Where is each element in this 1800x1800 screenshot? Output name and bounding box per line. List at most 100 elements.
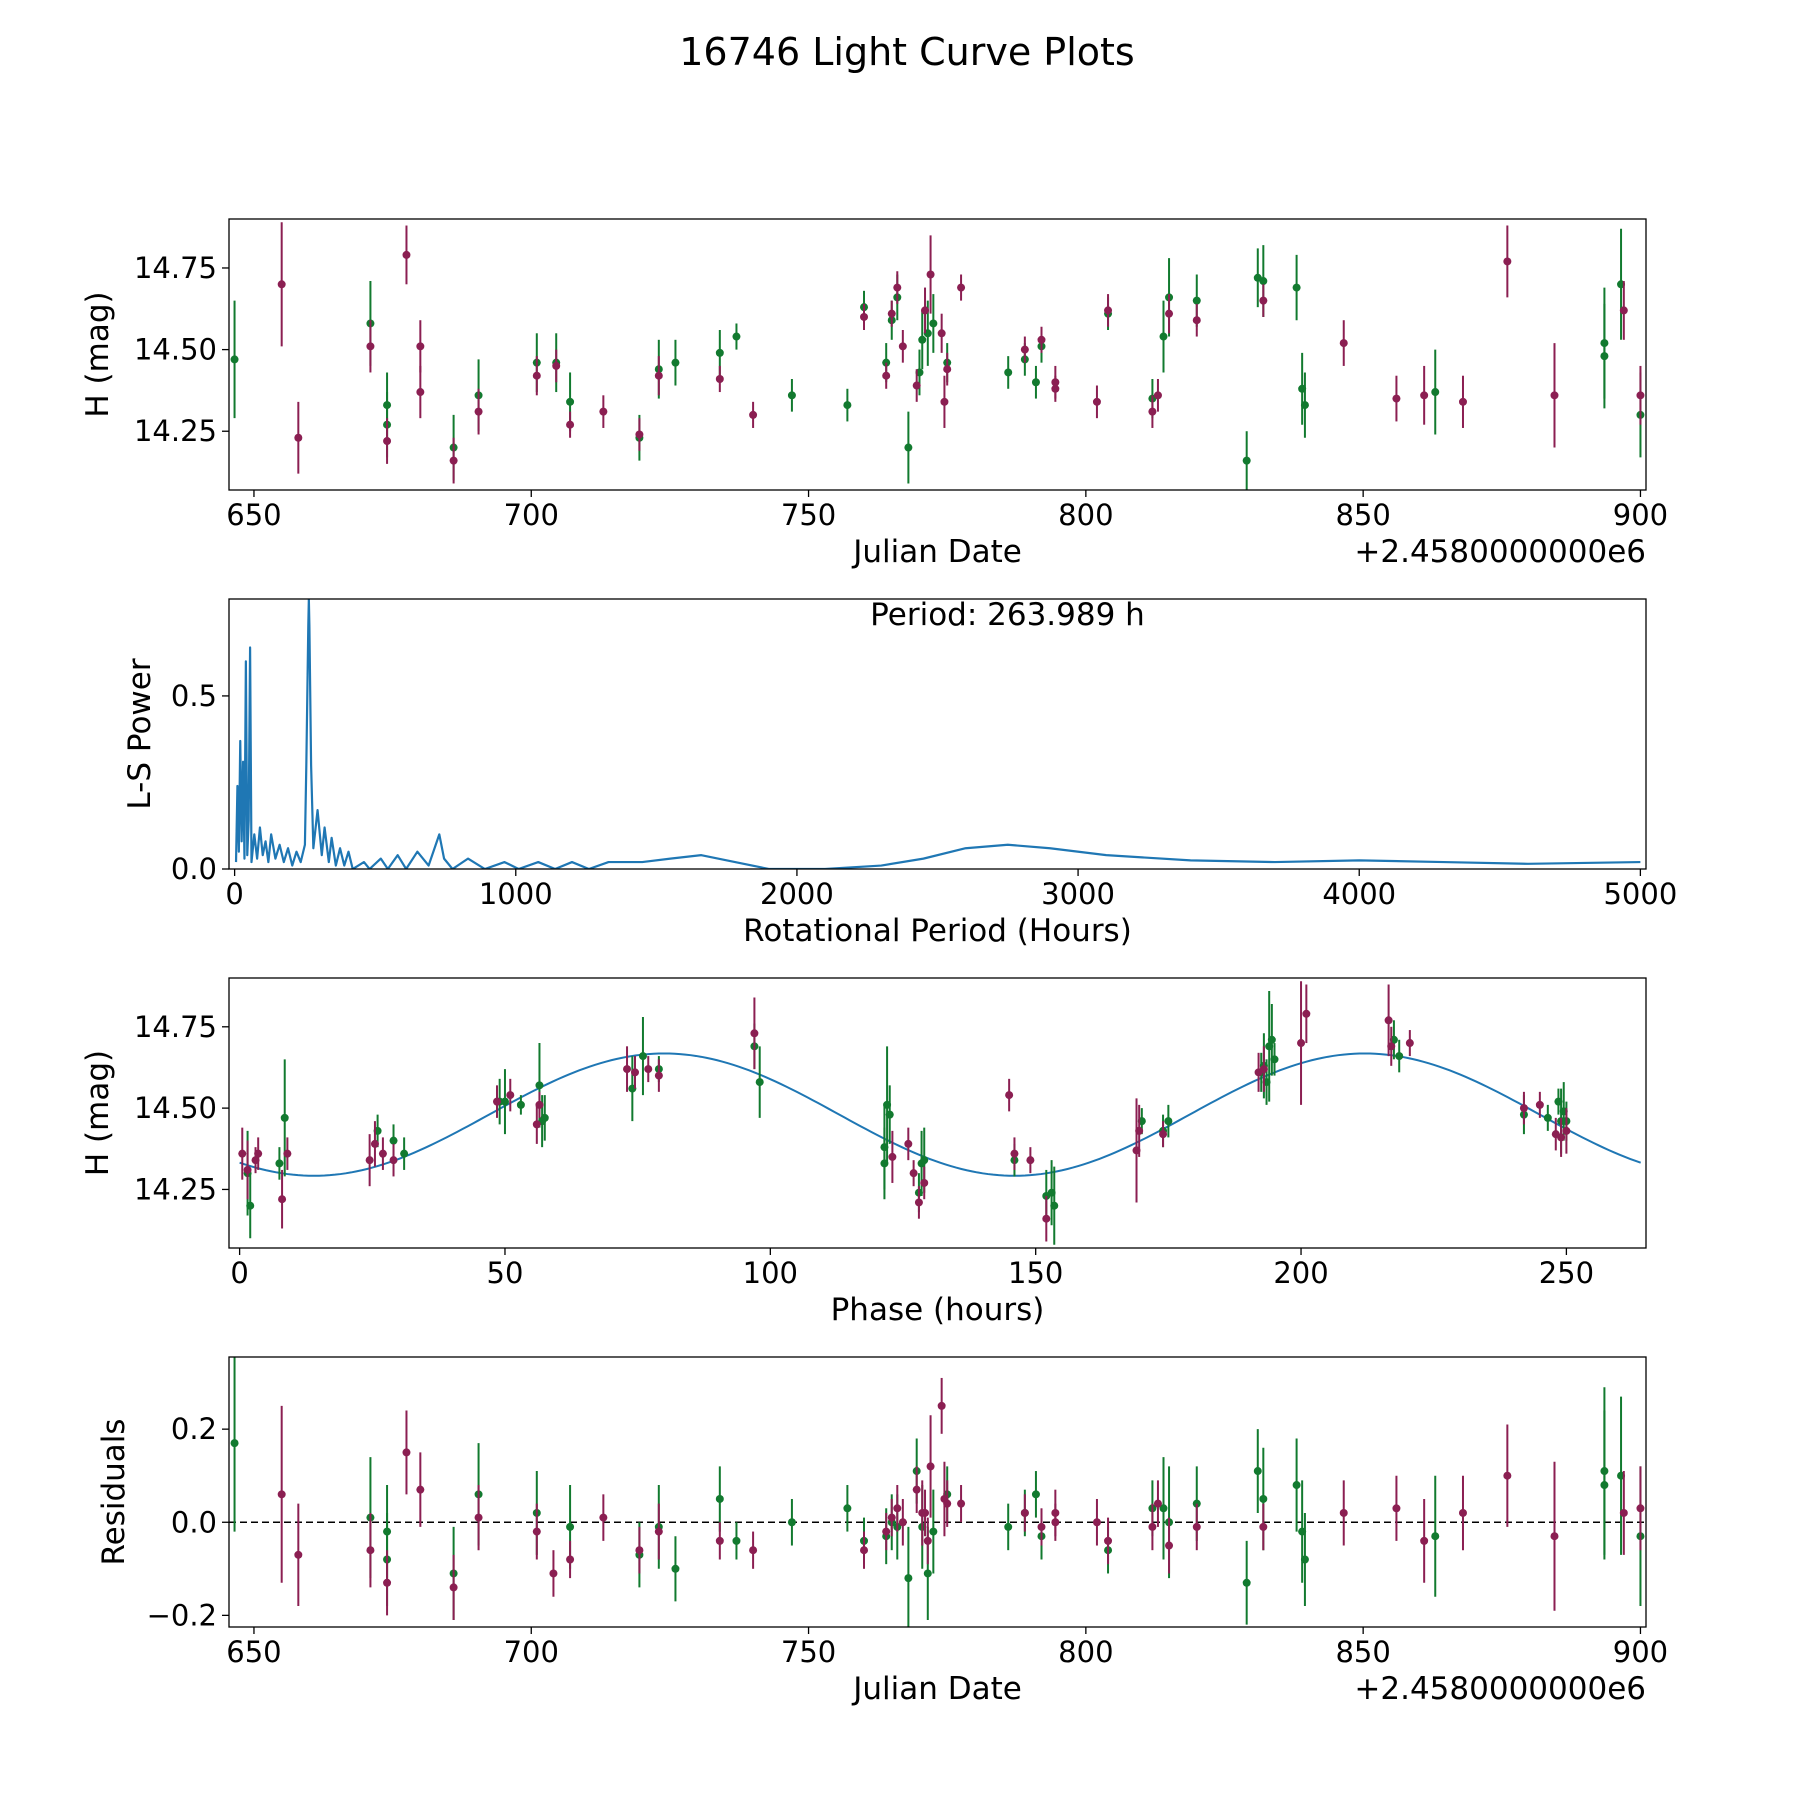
data-point bbox=[230, 355, 239, 364]
data-point bbox=[1420, 1536, 1429, 1545]
y-tick-label: 0.0 bbox=[171, 852, 217, 886]
data-point bbox=[1339, 339, 1348, 348]
data-point bbox=[1164, 1117, 1173, 1126]
data-point bbox=[1431, 1532, 1440, 1541]
data-point bbox=[787, 1518, 796, 1527]
x-tick-label: 850 bbox=[1335, 1635, 1390, 1669]
data-point bbox=[1165, 1541, 1174, 1550]
axes-frame bbox=[228, 598, 1647, 870]
data-point bbox=[1550, 1532, 1559, 1541]
y-tick-label: 14.75 bbox=[134, 251, 217, 285]
data-point bbox=[1165, 309, 1174, 318]
data-point bbox=[566, 1555, 575, 1564]
data-point bbox=[1600, 1481, 1609, 1490]
data-point bbox=[535, 1100, 544, 1109]
data-point bbox=[926, 270, 935, 279]
data-point bbox=[1153, 391, 1162, 400]
data-point bbox=[957, 1499, 966, 1508]
green-series bbox=[230, 228, 1645, 490]
green-series bbox=[230, 1357, 1645, 1627]
plot-area bbox=[229, 1357, 1646, 1627]
axes-frame bbox=[228, 1356, 1647, 1628]
green-series bbox=[243, 991, 1571, 1245]
data-point bbox=[1503, 1471, 1512, 1480]
data-point bbox=[1010, 1149, 1019, 1158]
data-point bbox=[943, 365, 952, 374]
data-point bbox=[732, 332, 741, 341]
x-tick-label: 650 bbox=[226, 1635, 281, 1669]
data-point bbox=[654, 371, 663, 380]
data-point bbox=[506, 1091, 515, 1100]
x-tick-label: 2000 bbox=[760, 877, 834, 911]
data-point bbox=[277, 280, 286, 289]
data-point bbox=[671, 358, 680, 367]
data-point bbox=[929, 319, 938, 328]
data-point bbox=[1543, 1113, 1552, 1122]
data-point bbox=[1031, 1490, 1040, 1499]
data-point bbox=[909, 1169, 918, 1178]
data-point bbox=[277, 1490, 286, 1499]
x-axis-label: Julian Date bbox=[851, 1671, 1022, 1707]
data-point bbox=[1242, 456, 1251, 465]
data-point bbox=[246, 1201, 255, 1210]
data-point bbox=[1300, 401, 1309, 410]
x-tick-label: 4000 bbox=[1322, 877, 1396, 911]
data-point bbox=[882, 371, 891, 380]
data-point bbox=[926, 1462, 935, 1471]
x-axis-label: Julian Date bbox=[851, 534, 1022, 570]
data-point bbox=[549, 1569, 558, 1578]
y-tick-label: 14.50 bbox=[134, 333, 217, 367]
data-point bbox=[1159, 332, 1168, 341]
data-point bbox=[1051, 1508, 1060, 1517]
data-point bbox=[755, 1078, 764, 1087]
x-tick-label: 900 bbox=[1613, 498, 1668, 532]
data-point bbox=[366, 342, 375, 351]
data-point bbox=[532, 1527, 541, 1536]
x-tick-label: 150 bbox=[1008, 1256, 1063, 1290]
data-point bbox=[1302, 1009, 1311, 1018]
axes-frame bbox=[228, 218, 1647, 491]
data-point bbox=[389, 1156, 398, 1165]
data-point bbox=[921, 306, 930, 315]
y-tick-label: 14.25 bbox=[134, 1172, 217, 1206]
data-point bbox=[365, 1156, 374, 1165]
data-point bbox=[749, 410, 758, 419]
data-point bbox=[532, 1120, 541, 1129]
x-offset-label: +2.4580000000e6 bbox=[1354, 534, 1646, 570]
x-tick-label: 200 bbox=[1273, 1256, 1328, 1290]
plot-area bbox=[234, 599, 1641, 869]
data-point bbox=[1503, 257, 1512, 266]
y-axis-label: Residuals bbox=[96, 1418, 132, 1565]
data-point bbox=[416, 342, 425, 351]
y-tick-label: 0.5 bbox=[171, 679, 217, 713]
x-tick-label: 3000 bbox=[1041, 877, 1115, 911]
data-point bbox=[654, 1071, 663, 1080]
data-point bbox=[1458, 397, 1467, 406]
data-point bbox=[1159, 1130, 1168, 1139]
data-point bbox=[920, 1156, 929, 1165]
data-point bbox=[1148, 407, 1157, 416]
data-point bbox=[366, 1546, 375, 1555]
x-tick-label: 0 bbox=[230, 1256, 248, 1290]
data-point bbox=[280, 1113, 289, 1122]
x-offset-label: +2.4580000000e6 bbox=[1354, 1671, 1646, 1707]
data-point bbox=[937, 1401, 946, 1410]
data-point bbox=[843, 401, 852, 410]
data-point bbox=[1619, 306, 1628, 315]
data-point bbox=[885, 1110, 894, 1119]
data-point bbox=[715, 1494, 724, 1503]
data-point bbox=[898, 1518, 907, 1527]
data-point bbox=[1153, 1499, 1162, 1508]
data-point bbox=[474, 1513, 483, 1522]
phase-folded-panel: 0 50 100 150 200 250 14.25 14.50 14.75 Phase (hou… bbox=[80, 977, 1647, 1328]
light-curve-panel: 650 700 750 800 850 900 14.25 14.50 14.75 Julian … bbox=[80, 218, 1668, 570]
data-point bbox=[416, 388, 425, 397]
data-point bbox=[715, 348, 724, 357]
data-point bbox=[671, 1564, 680, 1573]
data-point bbox=[1557, 1133, 1566, 1142]
x-tick-label: 800 bbox=[1058, 498, 1113, 532]
data-point bbox=[914, 1198, 923, 1207]
data-point bbox=[294, 433, 303, 442]
data-point bbox=[1020, 1508, 1029, 1517]
